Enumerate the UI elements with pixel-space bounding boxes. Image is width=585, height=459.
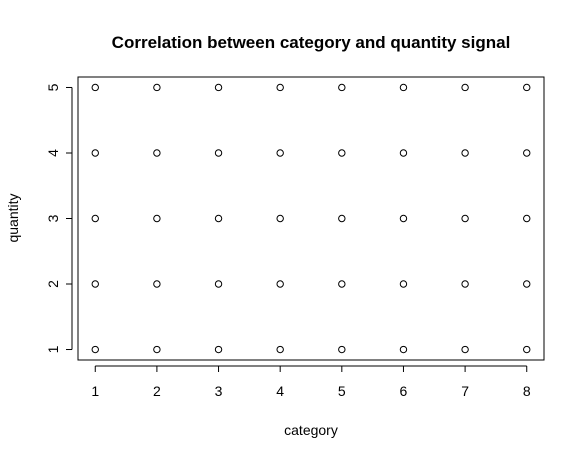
data-point — [153, 345, 161, 354]
y-axis: 1 2 3 4 5 — [45, 83, 73, 353]
data-point — [276, 83, 284, 92]
data-point — [461, 149, 469, 157]
y-axis-label: quantity — [5, 193, 21, 242]
data-point — [523, 280, 531, 288]
data-point — [276, 280, 284, 288]
data-point — [399, 149, 408, 157]
y-tick-label: 1 — [45, 345, 61, 353]
data-point — [91, 83, 99, 92]
data-point — [523, 83, 531, 92]
data-point — [338, 345, 346, 354]
data-points — [91, 83, 531, 354]
data-point — [214, 280, 223, 288]
data-point — [153, 83, 161, 92]
y-tick-label: 3 — [45, 214, 61, 222]
data-point — [523, 149, 531, 157]
data-point — [399, 214, 408, 223]
data-point — [214, 149, 223, 157]
data-point — [153, 280, 161, 288]
data-point — [523, 345, 531, 354]
data-point — [338, 83, 346, 92]
data-point — [461, 214, 469, 223]
data-point — [338, 214, 346, 223]
data-point — [214, 214, 223, 223]
x-tick-label: 8 — [523, 383, 531, 399]
data-point — [91, 149, 99, 157]
data-point — [214, 83, 223, 92]
y-tick-label: 2 — [45, 280, 61, 288]
y-tick-label: 5 — [45, 83, 61, 91]
data-point — [399, 345, 408, 354]
x-tick-label: 2 — [153, 383, 161, 399]
x-tick-label: 6 — [400, 383, 408, 399]
data-point — [523, 214, 531, 223]
x-tick-label: 5 — [338, 383, 346, 399]
x-tick-label: 4 — [276, 383, 284, 399]
data-point — [276, 149, 284, 157]
data-point — [214, 345, 223, 354]
data-point — [399, 280, 408, 288]
data-point — [91, 214, 99, 223]
x-axis: 1 2 3 4 5 6 7 8 — [91, 365, 531, 399]
data-point — [461, 345, 469, 354]
data-point — [91, 280, 99, 288]
data-point — [276, 345, 284, 354]
data-point — [461, 83, 469, 92]
data-point — [153, 149, 161, 157]
chart-title: Correlation between category and quantit… — [112, 33, 511, 52]
plot-frame — [77, 76, 545, 361]
data-point — [91, 345, 99, 354]
x-tick-label: 1 — [91, 383, 99, 399]
data-point — [399, 83, 408, 92]
data-point — [338, 149, 346, 157]
y-tick-label: 4 — [45, 149, 61, 157]
x-axis-label: category — [284, 422, 338, 438]
data-point — [276, 214, 284, 223]
x-tick-label: 3 — [215, 383, 223, 399]
data-point — [461, 280, 469, 288]
data-point — [153, 214, 161, 223]
data-point — [338, 280, 346, 288]
x-tick-label: 7 — [461, 383, 469, 399]
